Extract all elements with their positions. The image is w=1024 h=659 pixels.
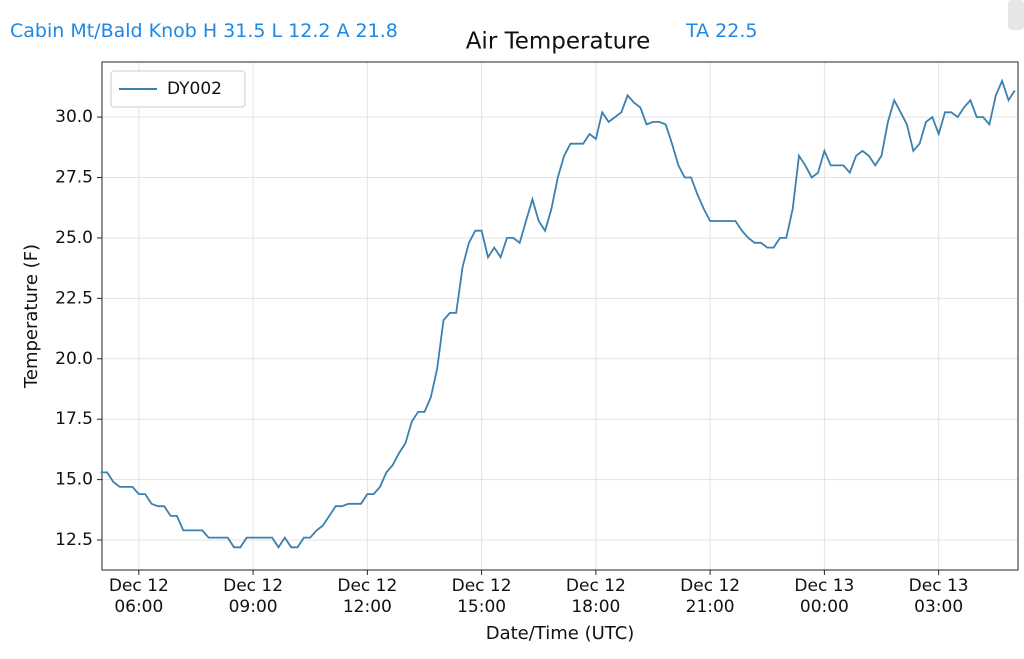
y-tick-label: 27.5 (55, 168, 93, 188)
x-tick-label: Dec 13 03:00 (908, 576, 969, 617)
x-tick-label: Dec 12 09:00 (223, 576, 284, 617)
y-tick-label: 22.5 (55, 288, 93, 308)
y-axis-label: Temperature (F) (21, 244, 42, 389)
y-tick-label: 17.5 (55, 409, 93, 429)
chart-title: Air Temperature (466, 29, 651, 55)
station-summary: Cabin Mt/Bald Knob H 31.5 L 12.2 A 21.8 (10, 20, 398, 42)
legend-box (110, 70, 246, 108)
scroll-handle (1008, 0, 1024, 30)
legend-label: DY002 (167, 79, 222, 99)
x-tick-label: Dec 12 18:00 (565, 576, 626, 617)
plot-frame (101, 61, 1019, 571)
y-tick-label: 20.0 (55, 349, 93, 369)
x-tick-label: Dec 13 00:00 (794, 576, 855, 617)
y-tick-label: 15.0 (55, 470, 93, 490)
x-tick-label: Dec 12 12:00 (337, 576, 398, 617)
x-tick-label: Dec 12 06:00 (108, 576, 169, 617)
x-tick-label: Dec 12 21:00 (680, 576, 741, 617)
x-tick-label: Dec 12 15:00 (451, 576, 512, 617)
x-axis-label: Date/Time (UTC) (486, 623, 635, 644)
data-line (100, 78, 1016, 549)
y-tick-label: 25.0 (55, 228, 93, 248)
y-tick-label: 30.0 (55, 107, 93, 127)
ta-value: TA 22.5 (686, 20, 758, 42)
y-tick-label: 12.5 (55, 530, 93, 550)
